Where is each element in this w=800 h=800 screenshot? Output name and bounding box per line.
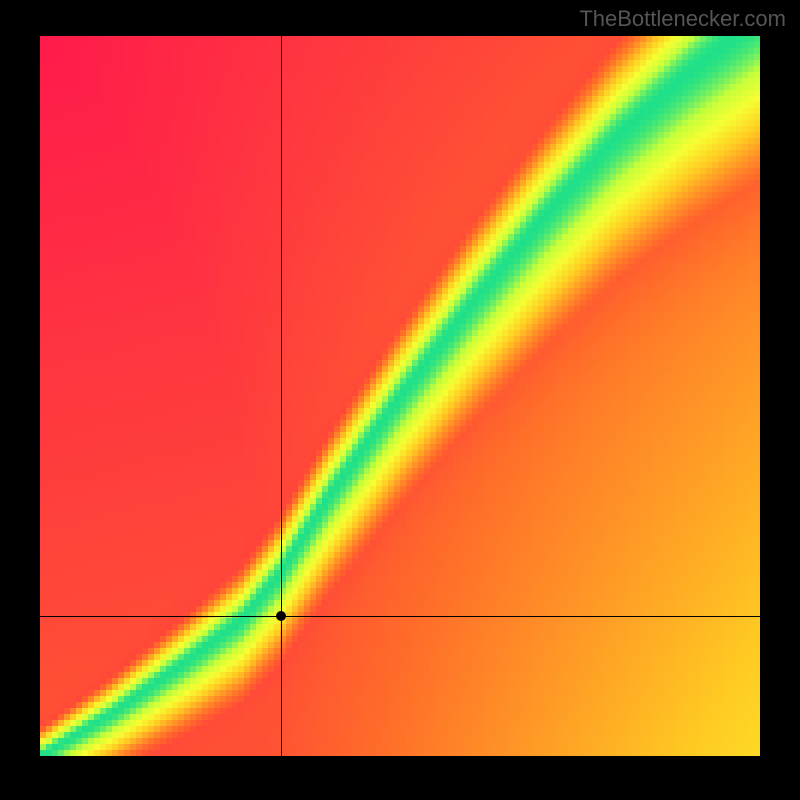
chart-container: TheBottlenecker.com: [0, 0, 800, 800]
crosshair-horizontal: [40, 616, 760, 617]
heatmap-canvas: [40, 36, 760, 756]
crosshair-vertical: [281, 36, 282, 756]
watermark-text: TheBottlenecker.com: [579, 6, 786, 32]
plot-area: [40, 36, 760, 756]
crosshair-marker: [276, 611, 286, 621]
